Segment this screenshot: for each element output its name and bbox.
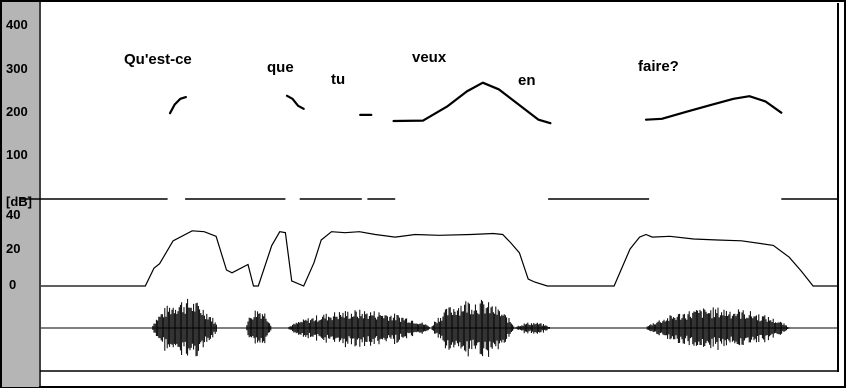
word-label: que bbox=[267, 59, 294, 76]
waveform-burst bbox=[246, 310, 272, 344]
word-label: en bbox=[518, 72, 536, 89]
waveform-burst bbox=[431, 299, 515, 357]
pitch-tick-label: 200 bbox=[6, 104, 28, 119]
pitch-contours bbox=[168, 81, 783, 125]
word-label: faire? bbox=[638, 58, 679, 75]
pitch-tick-label: 100 bbox=[6, 147, 28, 162]
pitch-contour bbox=[285, 94, 305, 110]
waveform-burst bbox=[288, 309, 432, 348]
waveform-burst bbox=[152, 298, 219, 357]
intensity-tick-label: 40 bbox=[6, 207, 20, 222]
intensity-unit-label: [dB] bbox=[6, 194, 32, 209]
pitch-tick-label: 400 bbox=[6, 17, 28, 32]
word-label: veux bbox=[412, 49, 447, 66]
axis-panel bbox=[2, 2, 39, 387]
word-label: Qu'est-ce bbox=[124, 51, 192, 68]
intensity-tick-label: 0 bbox=[9, 277, 16, 292]
waveform-burst bbox=[515, 322, 550, 334]
intensity-tick-label: 20 bbox=[6, 241, 20, 256]
waveform-burst bbox=[646, 307, 790, 350]
intensity-line bbox=[41, 230, 837, 287]
pitch-tick-label: 300 bbox=[6, 61, 28, 76]
waveform bbox=[41, 298, 837, 357]
pitch-contour bbox=[168, 95, 187, 115]
intensity-curve bbox=[41, 230, 837, 287]
pitch-contour bbox=[644, 95, 783, 121]
pitch-contour bbox=[392, 81, 552, 125]
word-label: tu bbox=[331, 71, 345, 88]
